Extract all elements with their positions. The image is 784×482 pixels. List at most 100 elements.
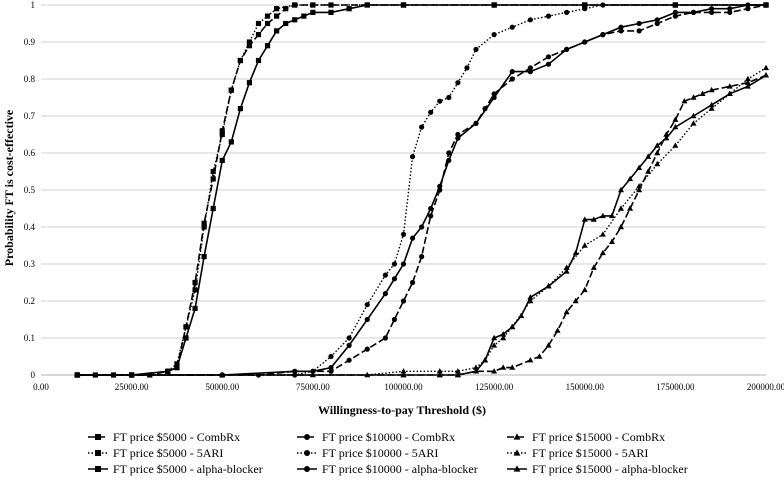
- square-marker: [201, 254, 207, 260]
- series-group: [74, 2, 769, 378]
- circle-marker: [382, 272, 388, 278]
- square-marker: [328, 9, 334, 15]
- circle-marker: [464, 65, 470, 71]
- square-marker: [246, 39, 253, 45]
- triangle-marker: [708, 101, 715, 108]
- square-marker: [219, 128, 225, 134]
- square-marker: [174, 361, 180, 367]
- triangle-marker: [618, 205, 624, 211]
- triangle-marker: [654, 149, 661, 156]
- circle-marker: [346, 357, 352, 363]
- triangle-marker: [608, 238, 615, 244]
- circle-marker: [527, 69, 533, 75]
- square-marker: [283, 20, 289, 27]
- circle-marker: [400, 231, 407, 237]
- square-marker: [95, 450, 101, 456]
- circle-marker: [455, 80, 461, 86]
- triangle-marker: [518, 312, 525, 318]
- triangle-marker: [563, 308, 570, 315]
- circle-marker: [545, 61, 552, 67]
- legend: FT price $5000 - CombRx FT price $10000 -…: [88, 430, 688, 476]
- circle-marker: [328, 353, 334, 360]
- triangle-marker: [500, 364, 507, 370]
- legend-label: FT price $10000 - CombRx: [322, 430, 455, 444]
- triangle-marker: [545, 283, 552, 289]
- square-marker: [264, 13, 271, 19]
- triangle-marker: [744, 75, 751, 82]
- triangle-marker: [590, 216, 597, 222]
- x-tick-label: 25000.00: [115, 382, 149, 392]
- circle-marker: [491, 31, 497, 38]
- circle-marker: [564, 9, 570, 15]
- circle-marker: [564, 46, 570, 53]
- square-marker: [165, 368, 171, 374]
- square-marker: [210, 168, 216, 175]
- circle-marker: [364, 302, 370, 308]
- x-tick-label: 0.00: [33, 382, 49, 392]
- triangle-marker: [618, 223, 624, 230]
- circle-marker: [391, 261, 398, 267]
- square-marker: [310, 9, 316, 15]
- x-tick-label: 150000.00: [566, 382, 605, 392]
- circle-marker: [727, 6, 733, 12]
- series-line: [77, 4, 767, 376]
- legend-item: FT price $5000 - CombRx: [88, 430, 240, 444]
- triangle-marker: [509, 323, 516, 330]
- square-marker: [95, 434, 101, 440]
- circle-marker: [409, 154, 416, 160]
- triangle-marker: [599, 212, 606, 219]
- circle-marker: [304, 466, 310, 472]
- square-marker: [192, 305, 198, 311]
- tick-labels: 0 0.1 0.2 0.3 0.4 0.5 0.6 0.7 0.8 0.9 1 0.00 25000.0…: [24, 0, 784, 392]
- circle-marker: [509, 24, 515, 30]
- series-7: [74, 2, 769, 378]
- gridlines: [41, 4, 766, 339]
- y-tick-label: 0.5: [24, 185, 36, 195]
- triangle-marker: [436, 371, 443, 378]
- triangle-marker: [699, 90, 706, 96]
- triangle-marker: [400, 368, 407, 374]
- triangle-marker: [491, 368, 498, 374]
- square-marker: [255, 20, 262, 27]
- x-tick-label: 75000.00: [296, 382, 330, 392]
- legend-item: FT price $15000 - 5ARI: [507, 446, 648, 460]
- triangle-marker: [763, 72, 769, 78]
- triangle-marker: [545, 342, 552, 348]
- circle-marker: [382, 335, 388, 341]
- triangle-marker: [513, 449, 521, 456]
- triangle-marker: [482, 357, 489, 363]
- square-marker: [255, 32, 262, 38]
- circle-marker: [292, 368, 298, 374]
- circle-marker: [437, 183, 443, 189]
- circle-marker: [654, 20, 660, 27]
- legend-item: FT price $10000 - 5ARI: [297, 446, 438, 460]
- triangle-marker: [572, 249, 579, 256]
- x-tick-label: 200000.00: [747, 382, 784, 392]
- square-marker: [255, 57, 262, 64]
- circle-marker: [346, 342, 352, 348]
- square-marker: [228, 139, 234, 145]
- circle-marker: [763, 2, 769, 8]
- y-tick-label: 0.4: [24, 222, 36, 232]
- circle-marker: [419, 124, 425, 130]
- circle-marker: [364, 316, 370, 323]
- square-marker: [210, 176, 216, 182]
- y-tick-label: 0.7: [24, 111, 36, 121]
- circle-marker: [391, 276, 398, 282]
- triangle-marker: [219, 371, 226, 378]
- y-tick-label: 1: [31, 0, 36, 10]
- y-tick-label: 0.2: [24, 296, 35, 306]
- circle-marker: [437, 98, 443, 104]
- circle-marker: [709, 6, 715, 12]
- legend-label: FT price $10000 - alpha-blocker: [322, 462, 478, 476]
- square-marker: [672, 2, 678, 8]
- circle-marker: [636, 28, 642, 34]
- triangle-marker: [708, 86, 715, 93]
- triangle-marker: [581, 286, 588, 293]
- circle-marker: [446, 150, 452, 156]
- triangle-marker: [536, 353, 543, 359]
- legend-item: FT price $5000 - 5ARI: [88, 446, 223, 460]
- square-marker: [264, 20, 271, 27]
- circle-marker: [618, 28, 624, 34]
- square-marker: [346, 6, 352, 12]
